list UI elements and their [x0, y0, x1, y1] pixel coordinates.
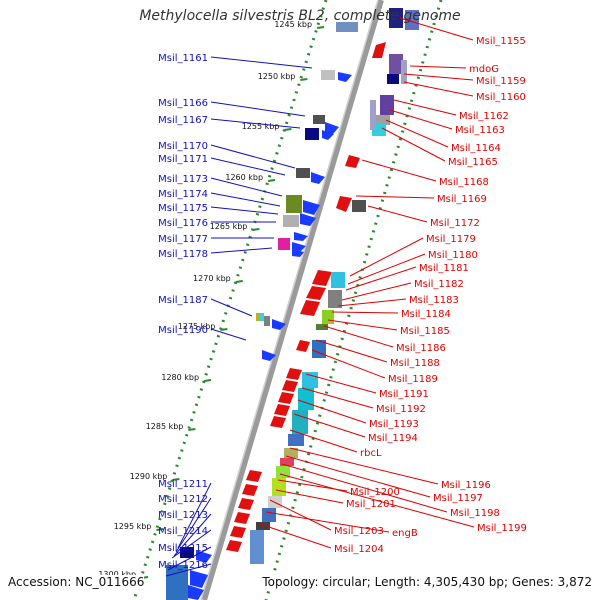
gene-label-right: Msil_1197 [433, 493, 483, 504]
gene-label-left: Msil_1215 [158, 543, 208, 554]
scale-ticks: 1245 kbp 1250 kbp 1255 kbp 1260 kbp 1265 kbp… [98, 20, 325, 579]
gene-label-left: Msil_1211 [158, 479, 208, 490]
genome-summary-text: Topology: circular; Length: 4,305,430 bp… [262, 575, 592, 589]
gene-label-right: Msil_1162 [459, 111, 509, 122]
gene-label-right: Msil_1159 [476, 76, 526, 87]
gene-label-left: Msil_1190 [158, 325, 208, 336]
gene-label-right: Msil_1194 [368, 433, 418, 444]
gene-label-left: Msil_1175 [158, 203, 208, 214]
gene-label-right: Msil_1201 [346, 499, 396, 510]
gene-label-right: Msil_1185 [400, 326, 450, 337]
gene-label-right: mdoG [469, 64, 499, 75]
gene-label-left: Msil_1212 [158, 494, 208, 505]
gene-label-right: Msil_1191 [379, 389, 429, 400]
gene-label-left: Msil_1214 [158, 526, 208, 537]
accession-text: Accession: NC_011666 [8, 575, 145, 589]
gene-label-right: Msil_1179 [426, 234, 476, 245]
scale-tick-label: 1260 kbp [225, 173, 263, 182]
gene-label-right: Msil_1203 [334, 526, 384, 537]
outer-strand-features [226, 8, 419, 564]
scale-tick-label: 1250 kbp [258, 72, 296, 81]
gene-label-right: Msil_1182 [414, 279, 464, 290]
gene-label-right: Msil_1180 [428, 250, 478, 261]
scale-tick-label: 1255 kbp [242, 122, 280, 131]
gene-label-left: Msil_1174 [158, 189, 208, 200]
gene-label-right: Msil_1155 [476, 36, 526, 47]
gene-label-left: Msil_1176 [158, 218, 208, 229]
inner-strand-features [166, 22, 358, 600]
scale-tick-label: 1300 kbp [98, 570, 136, 579]
gene-label-left: Msil_1166 [158, 98, 208, 109]
gene-label-right: Msil_1188 [390, 358, 440, 369]
scale-tick-label: 1280 kbp [161, 373, 199, 382]
scale-tick-label: 1245 kbp [274, 20, 312, 29]
gene-label-right: Msil_1172 [430, 218, 480, 229]
gene-label-right: engB [392, 528, 418, 539]
gene-label-right: Msil_1200 [350, 487, 400, 498]
gene-label-right: Msil_1196 [441, 480, 491, 491]
gene-label-right: Msil_1193 [369, 419, 419, 430]
gene-label-right: Msil_1164 [451, 143, 501, 154]
gene-label-right: Msil_1192 [376, 404, 426, 415]
gene-label-right: Msil_1165 [448, 157, 498, 168]
gene-label-left: Msil_1177 [158, 234, 208, 245]
scale-tick-label: 1295 kbp [114, 522, 152, 531]
scale-tick-label: 1285 kbp [146, 422, 184, 431]
gene-label-left: Msil_1171 [158, 154, 208, 165]
gene-label-right: Msil_1183 [409, 295, 459, 306]
gene-label-left: Msil_1167 [158, 115, 208, 126]
scale-tick-label: 1265 kbp [210, 222, 248, 231]
gene-label-left: Msil_1170 [158, 141, 208, 152]
scale-tick-label: 1270 kbp [193, 274, 231, 283]
gene-label-right: Msil_1169 [437, 194, 487, 205]
gene-label-right: Msil_1181 [419, 263, 469, 274]
gene-label-right: Msil_1168 [439, 177, 489, 188]
gene-label-right: Msil_1199 [477, 523, 527, 534]
gene-label-left: Msil_1173 [158, 174, 208, 185]
gene-label-right: Msil_1160 [476, 92, 526, 103]
genome-backbone [201, 0, 384, 600]
gene-label-left: Msil_1178 [158, 249, 208, 260]
gene-label-right: Msil_1198 [450, 508, 500, 519]
outer-dotted-ring [264, 0, 443, 600]
gene-label-left: Msil_1213 [158, 510, 208, 521]
scale-tick-label: 1290 kbp [130, 472, 168, 481]
gene-label-left: Msil_1161 [158, 53, 208, 64]
scale-tick-label: 1275 kbp [178, 322, 216, 331]
gene-label-right: Msil_1186 [396, 343, 446, 354]
gene-label-left: Msil_1216 [158, 560, 208, 571]
gene-label-left: Msil_1187 [158, 295, 208, 306]
gene-label-right: Msil_1204 [334, 544, 384, 555]
gene-label-right: Msil_1189 [388, 374, 438, 385]
gene-label-right: rbcL [360, 448, 382, 459]
left-gene-labels: Msil_1161 Msil_1166 Msil_1167 Msil_1170 Msil… [158, 53, 313, 577]
gene-label-right: Msil_1163 [455, 125, 505, 136]
scale-ring [132, 0, 328, 600]
map-title: Methylocella silvestris BL2, complete ge… [139, 8, 461, 24]
gene-label-right: Msil_1184 [401, 309, 451, 320]
